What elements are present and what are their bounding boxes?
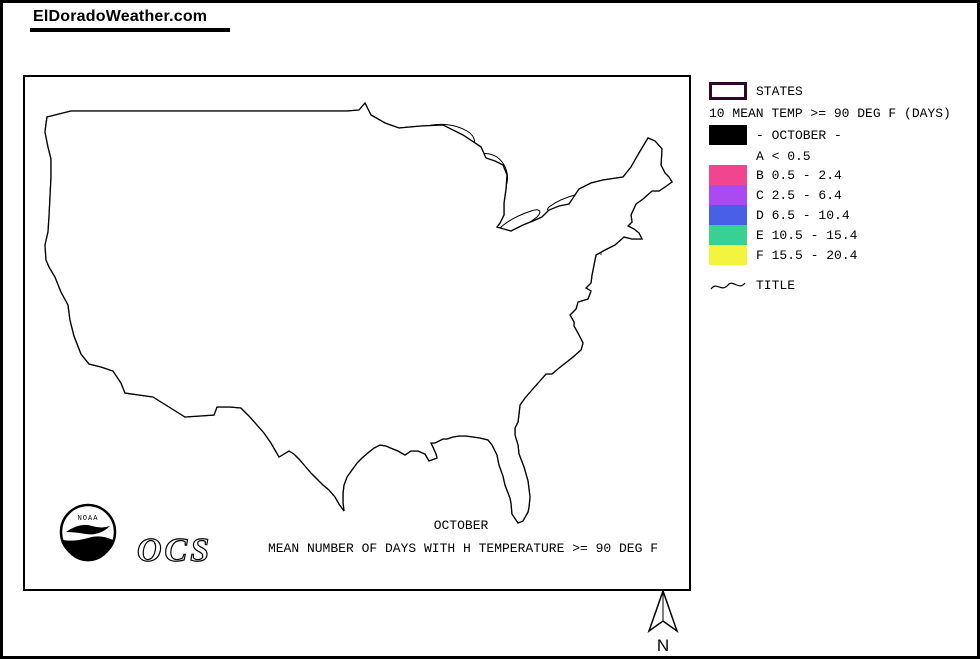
legend-row-month: - OCTOBER - — [709, 125, 971, 145]
class-e-label: E 10.5 - 15.4 — [756, 227, 858, 243]
class-e-swatch — [709, 225, 747, 245]
month-label: - OCTOBER - — [756, 127, 842, 143]
class-a-label: A < 0.5 — [756, 148, 811, 164]
gull-icon — [66, 524, 110, 535]
legend-row-class-b: B 0.5 - 2.4 — [709, 165, 971, 185]
north-label: N — [657, 636, 669, 655]
class-d-label: D 6.5 - 10.4 — [756, 207, 850, 223]
legend-row-class-c: C 2.5 - 6.4 — [709, 185, 971, 205]
legend-dataset-title: 10 MEAN TEMP >= 90 DEG F (DAYS) — [709, 106, 951, 121]
title-underline — [30, 28, 230, 32]
legend: STATES 10 MEAN TEMP >= 90 DEG F (DAYS) -… — [709, 81, 971, 295]
noaa-logo: NOAA — [59, 503, 117, 562]
month-swatch — [709, 125, 747, 145]
squiggle-line-icon — [709, 275, 747, 295]
class-f-swatch — [709, 245, 747, 265]
legend-row-class-a: A < 0.5 — [709, 147, 971, 165]
us-outline-stroke — [44, 102, 673, 524]
ocs-text: OCS — [137, 532, 212, 569]
us-climate-map: NOAA OCS OCTOBER MEAN NUMBER OF DAYS WIT… — [44, 101, 673, 570]
noaa-text: NOAA — [78, 515, 99, 523]
class-c-swatch — [709, 185, 747, 205]
class-b-label: B 0.5 - 2.4 — [756, 167, 842, 183]
class-c-label: C 2.5 - 6.4 — [756, 187, 842, 203]
class-b-swatch — [709, 165, 747, 185]
map-frame: NOAA OCS OCTOBER MEAN NUMBER OF DAYS WIT… — [23, 75, 691, 591]
legend-row-title: TITLE — [709, 275, 971, 295]
map-caption-title: MEAN NUMBER OF DAYS WITH H TEMPERATURE >… — [268, 541, 658, 556]
legend-row-states: STATES — [709, 81, 971, 101]
legend-row-class-f: F 15.5 - 20.4 — [709, 245, 971, 265]
states-swatch — [709, 82, 747, 100]
class-f-label: F 15.5 - 20.4 — [756, 247, 858, 263]
map-caption-month: OCTOBER — [434, 518, 489, 533]
legend-row-class-d: D 6.5 - 10.4 — [709, 205, 971, 225]
site-title-link[interactable]: ElDoradoWeather.com — [33, 8, 208, 25]
north-arrow: N — [647, 589, 679, 655]
states-label: STATES — [756, 83, 803, 99]
class-d-swatch — [709, 205, 747, 225]
class-a-swatch — [709, 146, 747, 166]
legend-row-class-e: E 10.5 - 15.4 — [709, 225, 971, 245]
legend-title-label: TITLE — [756, 277, 796, 293]
